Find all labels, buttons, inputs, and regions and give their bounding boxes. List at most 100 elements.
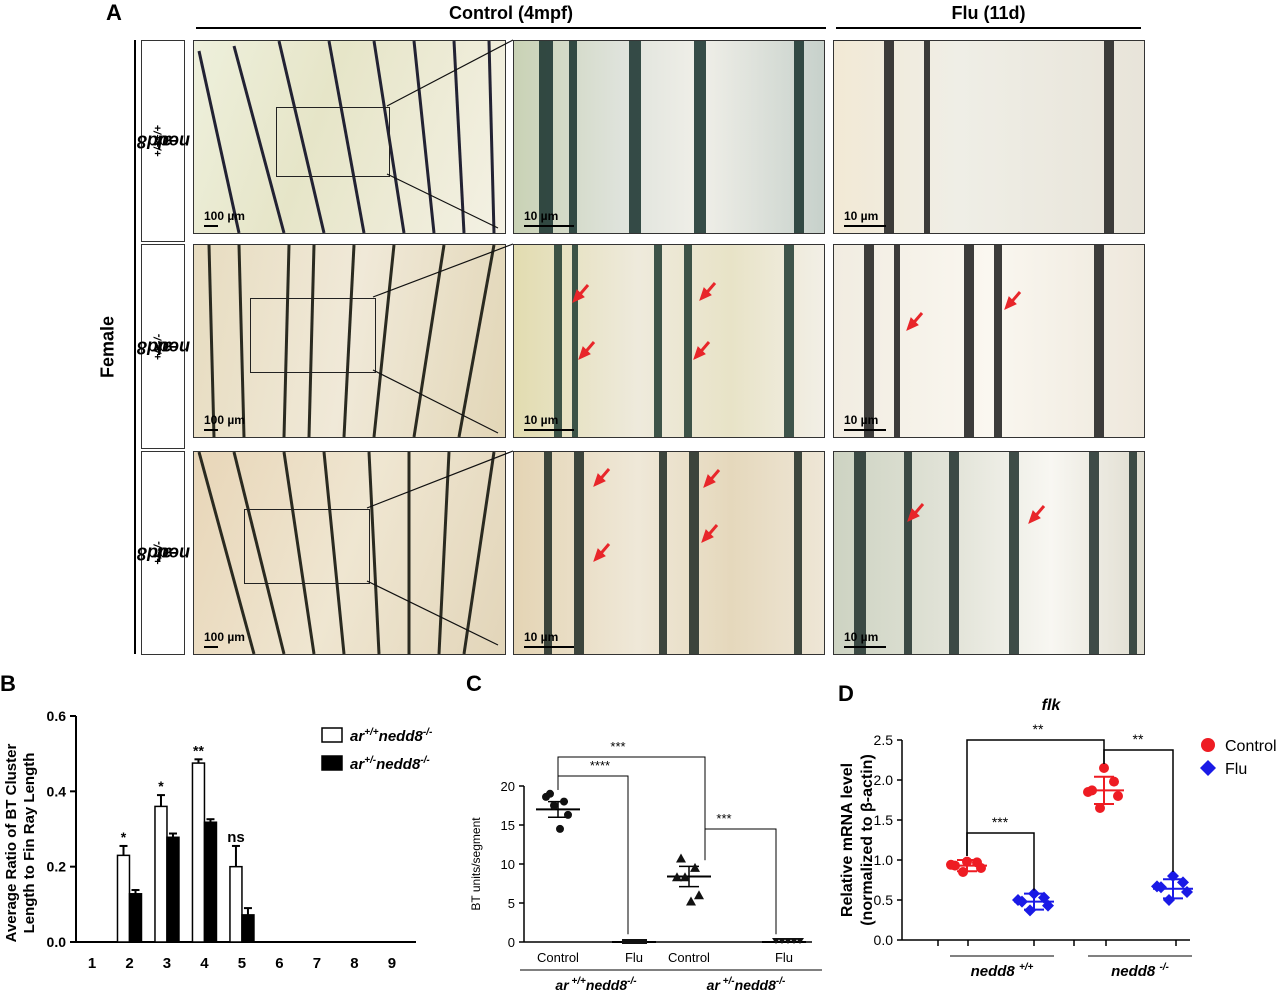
bar-1 (154, 805, 168, 943)
data-point (1181, 886, 1193, 898)
sig-bracket (557, 775, 629, 935)
data-point (1024, 904, 1036, 917)
sig-label: *** (992, 814, 1009, 830)
legend-label: ar+/+nedd8-/- (350, 727, 433, 745)
group-label: ar +/-nedd8-/- (707, 976, 786, 993)
y-tick-label: 1.5 (874, 812, 894, 828)
red-arrowhead-3 (699, 287, 712, 301)
scale-bar (844, 646, 886, 648)
scale-bar-label: 10 µm (524, 209, 559, 223)
y-tick-label: 0.2 (47, 859, 67, 875)
female-bracket-line (134, 40, 136, 654)
row-label-3: ar +/- nedd8 -/- (136, 451, 190, 655)
scale-bar (204, 429, 218, 431)
data-point (1042, 899, 1054, 912)
data-point (542, 792, 550, 801)
y-tick-label: 15 (501, 818, 515, 833)
micrograph-r1-control: 10 µm (513, 40, 825, 234)
data-point (962, 856, 972, 867)
data-point (1038, 891, 1050, 904)
data-point (1012, 894, 1024, 906)
red-arrowhead-8 (593, 548, 606, 562)
scale-bar-label: 10 µm (844, 413, 879, 427)
bar-1 (116, 854, 131, 943)
scale-bar-label: 100 µm (204, 209, 245, 223)
micrograph-r3-flu: 10 µm (833, 451, 1145, 655)
data-point (790, 938, 798, 944)
data-point (946, 859, 956, 870)
data-point (1113, 791, 1123, 801)
red-arrowhead-10 (701, 529, 714, 543)
scale-bar (524, 646, 574, 648)
y-axis-label-2: Length to Fin Ray Length (21, 753, 38, 934)
data-point (1177, 876, 1189, 889)
scale-bar (204, 646, 218, 648)
x-tick-label: 1 (88, 955, 96, 972)
x-tick-label: 8 (350, 955, 358, 972)
data-point (1109, 776, 1119, 787)
scale-bar (524, 225, 574, 227)
scale-bar-label: 10 µm (844, 209, 879, 223)
sig-label: ** (1033, 721, 1044, 737)
significance-mark: * (158, 778, 164, 794)
data-point (672, 872, 682, 882)
x-tick-label: 4 (200, 955, 209, 972)
micrograph-r1-flu: 10 µm (833, 40, 1145, 234)
row-label-2: ar +/+ nedd8 -/- (136, 244, 190, 449)
red-arrowhead-7 (593, 473, 606, 487)
panel-a-overlay (366, 39, 1046, 646)
y-tick-label: 2.5 (874, 732, 894, 748)
data-point (690, 862, 700, 872)
data-point (772, 938, 780, 944)
scale-bar (204, 225, 218, 227)
data-point (560, 797, 568, 806)
sig-bracket (557, 756, 706, 861)
red-arrowhead-4 (693, 346, 706, 360)
data-point (1099, 763, 1109, 773)
data-point (622, 939, 627, 944)
y-tick-label: 5 (508, 896, 515, 911)
bar-2 (166, 836, 180, 943)
data-point (796, 938, 804, 944)
legend-marker-flu (1200, 760, 1216, 776)
control-header-line (196, 27, 826, 29)
sig-label: *** (716, 811, 731, 826)
data-point (1083, 787, 1093, 797)
y-axis-label-1: Relative mRNA level (839, 763, 856, 917)
group-label: nedd8 -/- (1111, 962, 1169, 980)
micrograph-r2-control: 10 µm (513, 244, 825, 438)
x-tick-label: 5 (238, 955, 246, 972)
x-tick-label: Flu (775, 950, 793, 965)
chart-d: flk 0.0 0.5 1.0 1.5 2.0 2.5 Relative mRNA level… (839, 697, 1277, 980)
red-arrowhead-12 (1028, 510, 1041, 524)
scale-bar-label: 100 µm (204, 413, 245, 427)
panel-b-letter: B (0, 671, 16, 696)
micrograph-r2-flu: 10 µm (833, 244, 1145, 438)
flu-header-line (836, 27, 1141, 29)
red-arrowhead-2 (578, 346, 591, 360)
panel-a-letter: A (106, 0, 122, 25)
legend-label-flu: Flu (1225, 761, 1247, 778)
data-point (642, 939, 647, 944)
red-arrowhead-1 (572, 289, 585, 303)
sig-bracket (1103, 749, 1174, 872)
data-point (627, 939, 632, 944)
panel-d-letter: D (838, 681, 854, 706)
x-tick-label: 7 (313, 955, 321, 972)
scale-bar (844, 225, 886, 227)
data-point (1167, 870, 1179, 882)
data-point (637, 939, 642, 944)
scale-bar-label: 100 µm (204, 630, 245, 644)
significance-mark: * (121, 829, 127, 845)
group-label: ar +/+nedd8-/- (555, 976, 637, 993)
y-axis-label: BT units/segment (469, 817, 483, 911)
group-label: nedd8 +/+ (971, 962, 1034, 980)
x-tick-label: Control (537, 950, 579, 965)
data-point (958, 867, 968, 877)
sig-bracket (966, 739, 1105, 856)
bar-2 (128, 893, 143, 943)
y-tick-label: 2.0 (874, 772, 894, 788)
data-point (564, 810, 572, 819)
zoom-box (244, 509, 370, 584)
x-tick-label: 3 (163, 955, 171, 972)
